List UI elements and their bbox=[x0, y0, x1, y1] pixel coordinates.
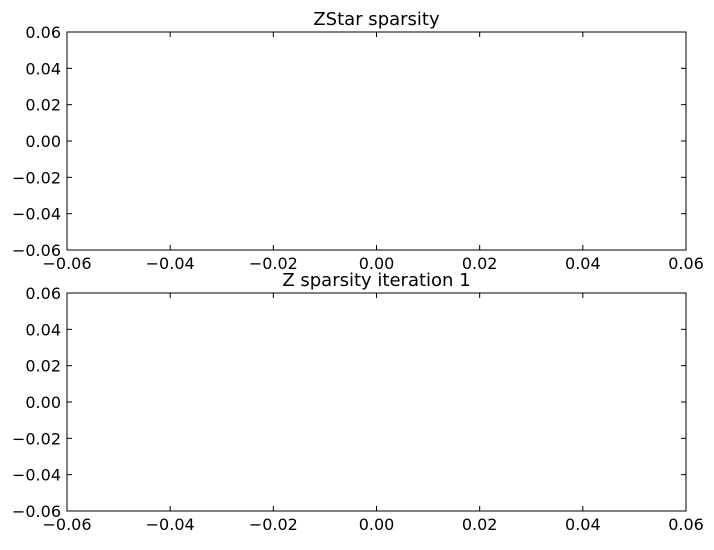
y-tick-label: −0.06 bbox=[12, 502, 61, 521]
y-tick-label: −0.06 bbox=[12, 241, 61, 260]
x-tick-label: 0.06 bbox=[668, 515, 704, 534]
x-tick-label: 0.06 bbox=[668, 254, 704, 273]
y-tick-label: −0.04 bbox=[12, 205, 61, 224]
y-tick-label: −0.02 bbox=[12, 168, 61, 187]
plot-frame bbox=[66, 292, 687, 512]
y-tick-label: 0.00 bbox=[25, 393, 61, 412]
chart-title: Z sparsity iteration 1 bbox=[282, 270, 470, 291]
x-tick-label: 0.00 bbox=[359, 254, 395, 273]
chart-title: ZStar sparsity bbox=[313, 9, 440, 30]
y-tick-label: 0.02 bbox=[25, 357, 61, 376]
x-tick-label: 0.04 bbox=[565, 254, 601, 273]
y-tick-label: 0.04 bbox=[25, 59, 61, 78]
x-tick-label: −0.06 bbox=[42, 254, 91, 273]
x-tick-label: 0.02 bbox=[462, 254, 498, 273]
x-tick-label: −0.02 bbox=[249, 254, 298, 273]
y-tick-label: −0.02 bbox=[12, 429, 61, 448]
x-tick-label: 0.02 bbox=[462, 515, 498, 534]
x-tick-label: −0.04 bbox=[146, 254, 195, 273]
y-tick-label: 0.00 bbox=[25, 132, 61, 151]
chart-panel-2: Z sparsity iteration 1 −0.06 −0.04 −0.02 0.0… bbox=[12, 270, 704, 534]
chart-panel-1: ZStar sparsity −0.06 −0.04 −0.02 0.00 0.02 0.0… bbox=[12, 9, 704, 273]
y-tick-label: 0.06 bbox=[25, 23, 61, 42]
y-tick-label: −0.04 bbox=[12, 466, 61, 485]
x-tick-label: −0.04 bbox=[146, 515, 195, 534]
x-tick-label: −0.06 bbox=[42, 515, 91, 534]
x-tick-label: −0.02 bbox=[249, 515, 298, 534]
plot-frame bbox=[66, 31, 687, 251]
y-tick-label: 0.06 bbox=[25, 284, 61, 303]
y-tick-label: 0.02 bbox=[25, 96, 61, 115]
x-tick-label: 0.00 bbox=[359, 515, 395, 534]
y-tick-label: 0.04 bbox=[25, 320, 61, 339]
x-tick-label: 0.04 bbox=[565, 515, 601, 534]
